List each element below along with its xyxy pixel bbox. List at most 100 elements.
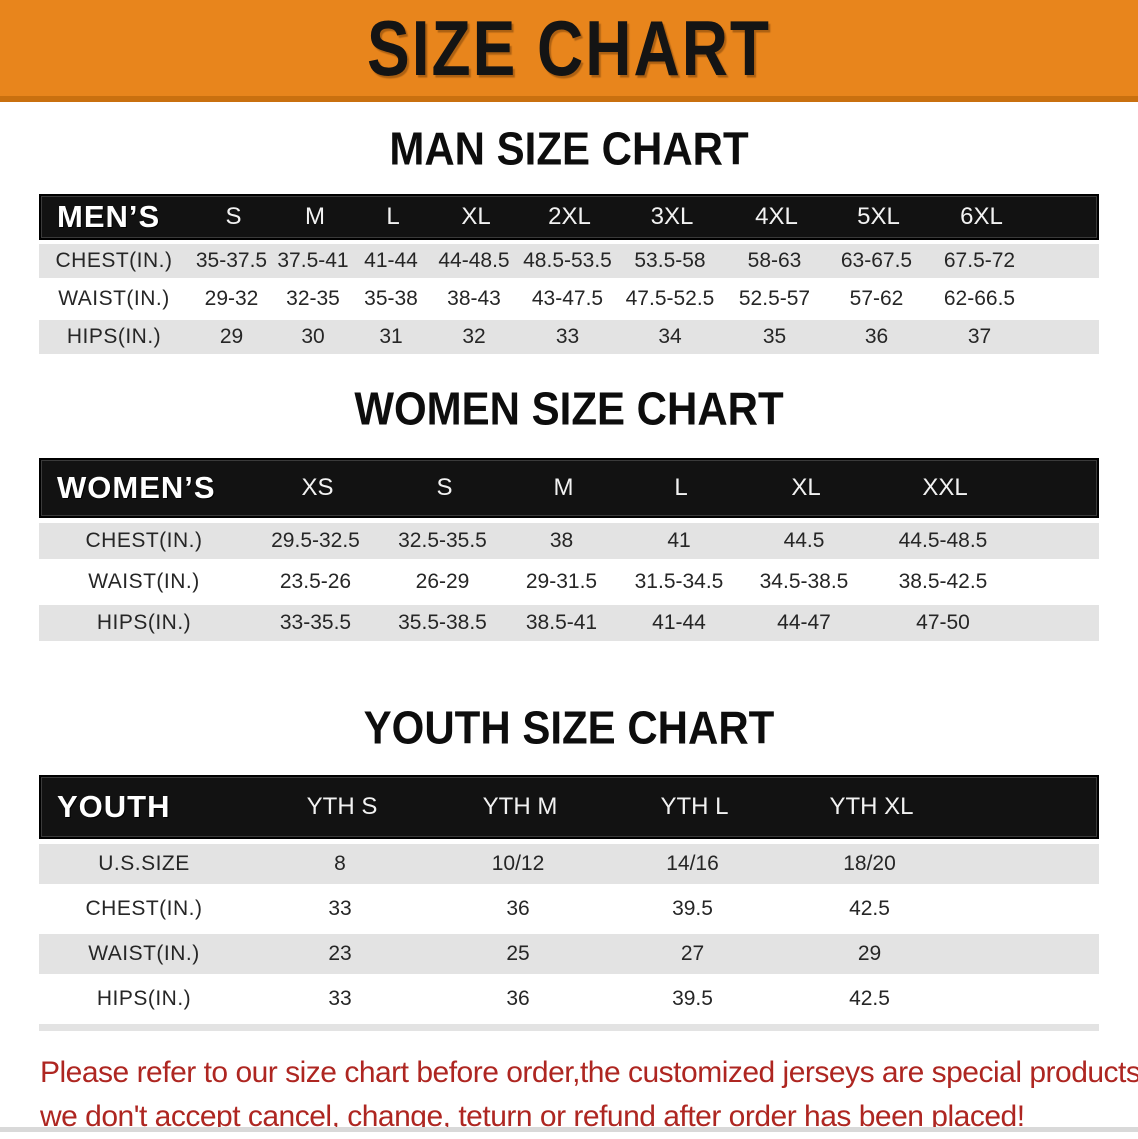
table-row: HIPS(IN.) 29 30 31 32 33 34 35 36 37 xyxy=(39,320,1099,354)
men-section-title-text: MAN SIZE CHART xyxy=(389,122,749,175)
size-cell: 47.5-52.5 xyxy=(625,287,715,310)
row-label: HIPS(IN.) xyxy=(96,611,192,634)
table-row: CHEST(IN.) 29.5-32.5 32.5-35.5 38 41 44.… xyxy=(39,523,1099,559)
page-bottom-strip xyxy=(0,1127,1138,1132)
size-cell: 36 xyxy=(506,987,530,1010)
size-cell: 32.5-35.5 xyxy=(398,529,487,552)
size-cell: 14/16 xyxy=(666,852,719,875)
table-row: CHEST(IN.) 35-37.5 37.5-41 41-44 44-48.5… xyxy=(39,244,1099,278)
size-cell: 33-35.5 xyxy=(279,611,352,634)
size-cell: 38-43 xyxy=(447,287,501,310)
youth-table-header: YOUTH YTH S YTH M YTH L YTH XL xyxy=(39,775,1099,839)
spacer xyxy=(961,777,1097,837)
size-cell: 44.5-48.5 xyxy=(898,529,988,552)
size-cell: 29 xyxy=(857,942,882,965)
spacer xyxy=(1032,244,1099,278)
size-cell: 18/20 xyxy=(843,852,896,875)
spacer xyxy=(1032,320,1099,354)
size-cell: 38.5-41 xyxy=(525,611,598,634)
table-row: HIPS(IN.) 33-35.5 35.5-38.5 38.5-41 41-4… xyxy=(39,605,1099,641)
youth-corner-label: YOUTH xyxy=(57,789,171,824)
size-cell: 38 xyxy=(549,529,574,552)
col-header: XL xyxy=(791,474,821,501)
col-header: L xyxy=(386,203,400,230)
col-header: 6XL xyxy=(960,203,1003,230)
col-header: YTH XL xyxy=(829,793,914,820)
youth-section-title: YOUTH SIZE CHART xyxy=(0,701,1138,754)
row-label: WAIST(IN.) xyxy=(88,570,200,593)
size-cell: 23.5-26 xyxy=(279,570,352,593)
banner: SIZE CHART xyxy=(0,0,1138,102)
size-cell: 38.5-42.5 xyxy=(898,570,988,593)
youth-section-title-text: YOUTH SIZE CHART xyxy=(363,701,775,754)
size-cell: 36 xyxy=(506,897,530,920)
size-cell: 35-38 xyxy=(364,287,418,310)
size-cell: 37.5-41 xyxy=(277,249,349,272)
col-header: L xyxy=(674,474,688,501)
size-cell: 41-44 xyxy=(364,249,418,272)
size-cell: 47-50 xyxy=(916,611,970,634)
table-bottom-stripe xyxy=(39,1024,1099,1031)
size-cell: 34 xyxy=(658,325,682,348)
size-cell: 25 xyxy=(506,942,530,965)
size-cell: 33 xyxy=(328,897,352,920)
table-row: WAIST(IN.) 23 25 27 29 xyxy=(39,934,1099,974)
size-cell: 35.5-38.5 xyxy=(398,611,487,634)
spacer xyxy=(959,844,1099,884)
size-cell: 33 xyxy=(328,987,352,1010)
col-header: S xyxy=(225,203,242,230)
row-label: WAIST(IN.) xyxy=(88,942,200,965)
spacer xyxy=(1034,196,1097,238)
size-cell: 31 xyxy=(379,325,403,348)
women-size-table: WOMEN’S XS S M L XL XXL CHEST(IN.) 29.5-… xyxy=(39,458,1099,641)
spacer xyxy=(959,979,1099,1019)
size-cell: 23 xyxy=(328,942,352,965)
size-cell: 39.5 xyxy=(672,897,713,920)
size-cell: 67.5-72 xyxy=(943,249,1016,272)
men-section-title: MAN SIZE CHART xyxy=(0,122,1138,175)
spacer xyxy=(1016,564,1099,600)
size-cell: 44-47 xyxy=(777,611,831,634)
spacer xyxy=(959,889,1099,929)
women-section-title-text: WOMEN SIZE CHART xyxy=(354,382,784,435)
size-cell: 30 xyxy=(301,325,325,348)
disclaimer-note: Please refer to our size chart before or… xyxy=(40,1051,1138,1139)
size-cell: 36 xyxy=(864,325,889,348)
men-table-header: MEN’S S M L XL 2XL 3XL 4XL 5XL 6XL xyxy=(39,194,1099,240)
men-corner-label: MEN’S xyxy=(57,199,161,234)
row-label: CHEST(IN.) xyxy=(85,529,203,552)
size-cell: 44.5 xyxy=(783,529,825,552)
size-cell: 27 xyxy=(680,942,705,965)
size-cell: 44-48.5 xyxy=(438,249,510,272)
women-corner-label: WOMEN’S xyxy=(57,470,216,505)
spacer xyxy=(1018,460,1097,516)
size-cell: 26-29 xyxy=(415,570,470,593)
size-cell: 58-63 xyxy=(747,249,802,272)
size-cell: 52.5-57 xyxy=(738,287,811,310)
size-cell: 29-31.5 xyxy=(525,570,598,593)
table-row: WAIST(IN.) 23.5-26 26-29 29-31.5 31.5-34… xyxy=(39,564,1099,600)
row-label: CHEST(IN.) xyxy=(85,897,203,920)
disclaimer-line-1: Please refer to our size chart before or… xyxy=(40,1056,1138,1089)
col-header: M xyxy=(305,203,325,230)
col-header: YTH M xyxy=(482,793,558,820)
size-cell: 48.5-53.5 xyxy=(523,249,612,272)
col-header: 2XL xyxy=(548,203,591,230)
col-header: 4XL xyxy=(755,203,798,230)
table-row: CHEST(IN.) 33 36 39.5 42.5 xyxy=(39,889,1099,929)
spacer xyxy=(1016,605,1099,641)
size-cell: 33 xyxy=(555,325,580,348)
size-cell: 62-66.5 xyxy=(943,287,1016,310)
spacer xyxy=(1016,523,1099,559)
women-table-header: WOMEN’S XS S M L XL XXL xyxy=(39,458,1099,518)
size-cell: 41 xyxy=(667,529,691,552)
disclaimer-line-2: we don't accept cancel, change, teturn o… xyxy=(40,1100,1025,1133)
size-cell: 31.5-34.5 xyxy=(634,570,724,593)
col-header: M xyxy=(553,474,574,501)
page-title: SIZE CHART xyxy=(367,4,771,92)
col-header: YTH L xyxy=(660,793,729,820)
youth-size-table: YOUTH YTH S YTH M YTH L YTH XL U.S.SIZE … xyxy=(39,775,1099,1031)
men-size-table: MEN’S S M L XL 2XL 3XL 4XL 5XL 6XL CHEST… xyxy=(39,194,1099,354)
size-cell: 53.5-58 xyxy=(634,249,706,272)
size-cell: 37 xyxy=(967,325,992,348)
